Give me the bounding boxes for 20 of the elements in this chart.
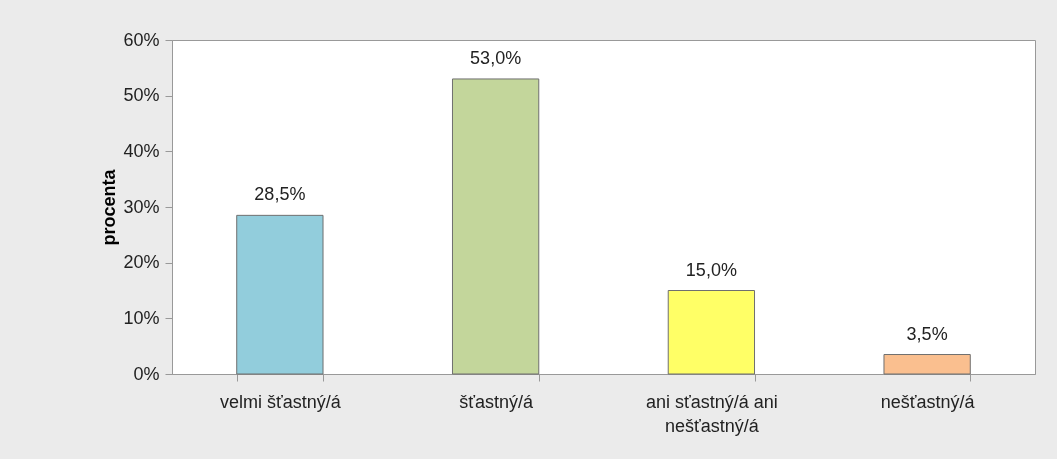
bar xyxy=(667,290,756,375)
data-label: 3,5% xyxy=(906,323,948,344)
x-tick-label: velmi šťastný/á xyxy=(219,391,342,412)
y-tick-label: 20% xyxy=(123,252,160,273)
y-tick-label: 10% xyxy=(123,307,160,328)
y-axis-title: procenta xyxy=(99,168,120,246)
data-label: 28,5% xyxy=(254,184,306,205)
bar xyxy=(236,214,324,375)
bar xyxy=(883,354,971,375)
x-tick-label: ani sťastný/á ani nešťastný/á xyxy=(645,391,778,436)
x-tick-label: nešťastný/á xyxy=(880,391,976,412)
y-tick-label: 60% xyxy=(123,29,160,50)
y-tick-label: 0% xyxy=(133,363,160,384)
x-tick-label: šťastný/á xyxy=(459,391,534,412)
data-label: 15,0% xyxy=(685,259,737,280)
y-tick-label: 50% xyxy=(123,85,160,106)
y-tick-label: 30% xyxy=(123,196,160,217)
y-tick-label: 40% xyxy=(123,140,160,161)
bar xyxy=(451,78,540,375)
data-label: 53,0% xyxy=(470,47,522,68)
